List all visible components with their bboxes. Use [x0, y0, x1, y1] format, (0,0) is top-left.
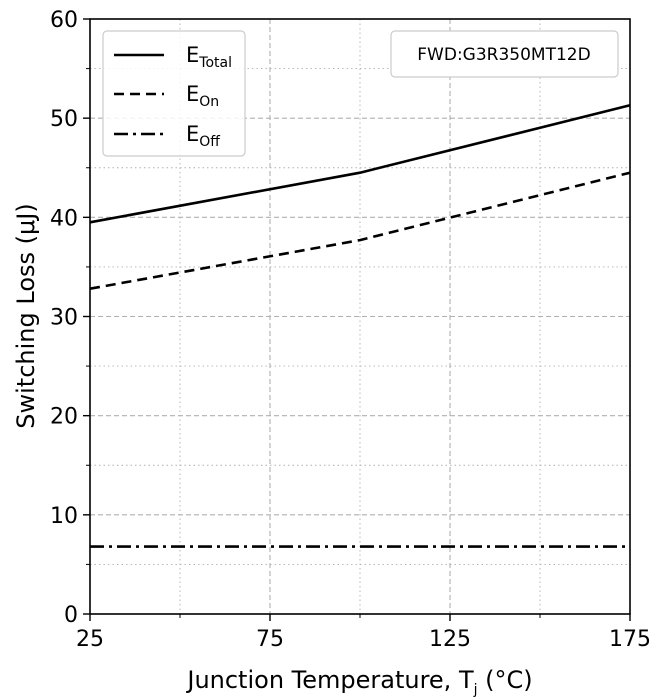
annotation-text: FWD:G3R350MT12D: [417, 45, 590, 65]
series-line-total: [89, 104, 631, 224]
legend-entry-total: ETotal: [186, 43, 232, 71]
x-tick-label: 25: [76, 627, 104, 652]
legend-on-main: E: [186, 82, 199, 106]
legend-entry-off: EOff: [186, 122, 220, 150]
legend-box: [102, 30, 246, 157]
y-tick-label: 40: [50, 206, 78, 231]
device-annotation: FWD:G3R350MT12D: [390, 30, 619, 78]
x-tick-label: 75: [256, 627, 284, 652]
x-axis-label: Junction Temperature, Tj (°C): [185, 666, 532, 698]
series-lines: [89, 104, 631, 548]
y-tick-label: 30: [50, 306, 78, 331]
x-axis-label-unit: (°C): [478, 666, 533, 694]
legend-off-sub: Off: [199, 134, 220, 150]
y-axis-label: Switching Loss (μJ): [12, 203, 40, 428]
y-tick-label: 0: [64, 603, 78, 628]
x-tick-label: 175: [609, 627, 651, 652]
x-tick-label: 125: [429, 627, 471, 652]
annotation-box: [390, 30, 619, 78]
axis-ticks: 0 10 20 30 40 50 60 25 75 125 175: [50, 8, 651, 652]
y-tick-label: 50: [50, 107, 78, 132]
x-axis-label-main: Junction Temperature, T: [185, 666, 474, 694]
legend-total-sub: Total: [198, 55, 232, 71]
legend-on-sub: On: [199, 94, 219, 110]
legend-off-main: E: [186, 122, 199, 146]
y-tick-label: 20: [50, 405, 78, 430]
grid-lines: [90, 19, 630, 614]
legend-entry-on: EOn: [186, 82, 219, 110]
y-tick-label: 10: [50, 504, 78, 529]
legend: ETotal EOn EOff: [102, 30, 246, 157]
y-tick-label: 60: [50, 8, 78, 33]
legend-total-main: E: [186, 43, 199, 67]
x-axis-label-subscript: j: [473, 682, 478, 698]
series-line-on: [89, 171, 631, 290]
